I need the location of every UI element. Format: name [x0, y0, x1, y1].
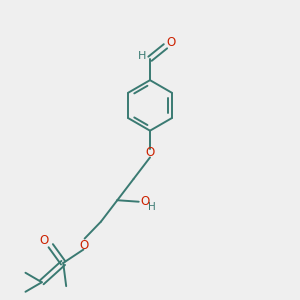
Text: O: O [167, 36, 176, 49]
Text: H: H [137, 51, 146, 62]
Text: O: O [80, 239, 88, 252]
Text: O: O [40, 234, 49, 248]
Text: O: O [146, 146, 154, 159]
Text: H: H [148, 202, 156, 212]
Text: O: O [141, 195, 150, 208]
